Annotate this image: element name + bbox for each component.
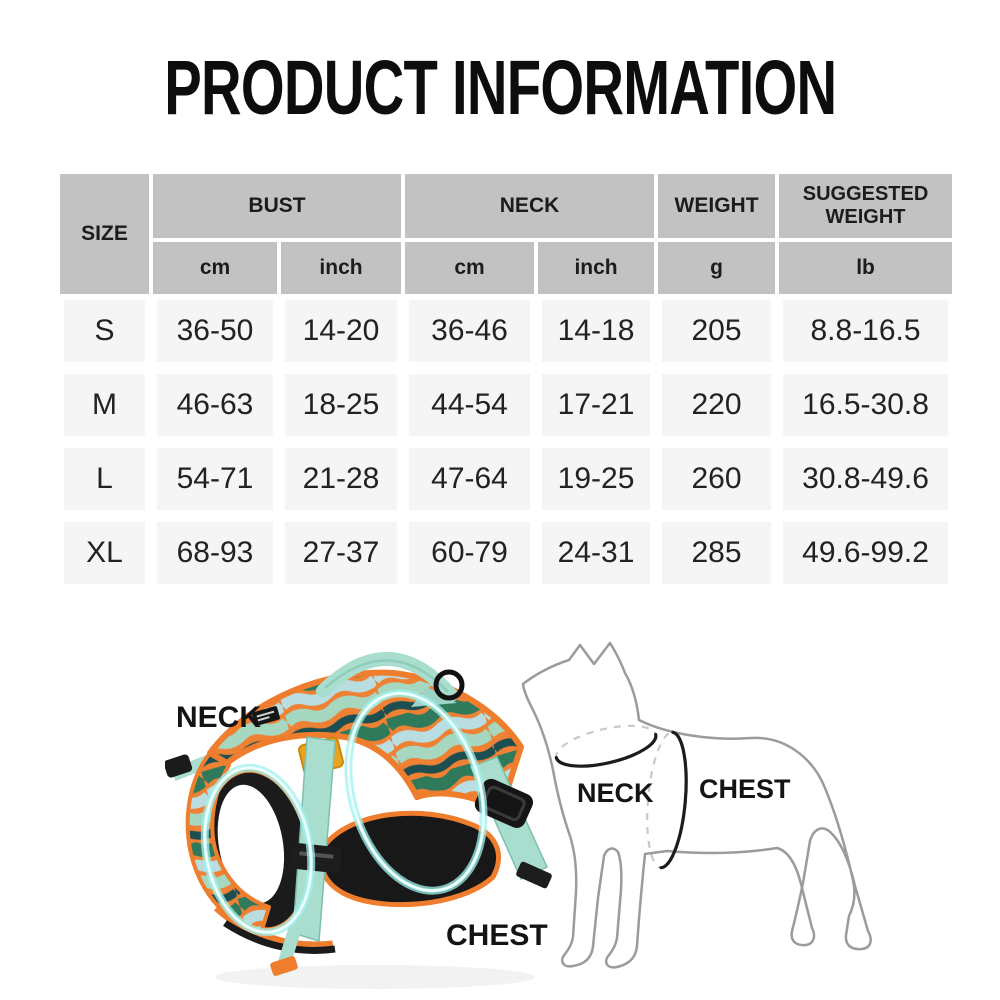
cell-bust-cm: 54-71 bbox=[145, 436, 285, 522]
cell-weight-g: 285 bbox=[650, 510, 784, 596]
cell-weight-g: 260 bbox=[650, 436, 784, 522]
dog-measurement-diagram bbox=[521, 641, 872, 969]
page-title: PRODUCT INFORMATION bbox=[163, 45, 837, 131]
column-header-suggested-weight: SUGGESTED WEIGHT bbox=[775, 170, 957, 242]
cell-neck-cm: 36-46 bbox=[397, 294, 543, 374]
cell-neck-inch: 19-25 bbox=[530, 436, 663, 522]
column-header-size: SIZE bbox=[56, 170, 153, 299]
table-row-xl: XL 68-93 27-37 60-79 24-31 285 49.6-99.2 bbox=[52, 510, 961, 596]
cell-size: L bbox=[52, 436, 157, 522]
cell-neck-inch: 14-18 bbox=[530, 294, 663, 374]
cell-size: XL bbox=[52, 510, 157, 596]
unit-bust-inch: inch bbox=[276, 238, 406, 299]
harness-product-image bbox=[165, 652, 552, 989]
cell-suggested-lb: 16.5-30.8 bbox=[771, 362, 961, 448]
cell-bust-inch: 27-37 bbox=[272, 510, 410, 596]
table-row-l: L 54-71 21-28 47-64 19-25 260 30.8-49.6 bbox=[52, 436, 961, 522]
cell-suggested-lb: 8.8-16.5 bbox=[771, 294, 961, 374]
dog-neck-ellipse bbox=[554, 724, 658, 768]
page-header: PRODUCT INFORMATION bbox=[0, 50, 1000, 127]
harness-chest-label: CHEST bbox=[446, 919, 548, 952]
table-row-m: M 46-63 18-25 44-54 17-21 220 16.5-30.8 bbox=[52, 362, 961, 448]
dog-chest-label: CHEST bbox=[699, 774, 791, 804]
cell-size: M bbox=[52, 362, 157, 448]
chest-glow-ellipse bbox=[344, 689, 488, 895]
harness-neck-label: NECK bbox=[176, 701, 262, 734]
table-row-s: S 36-50 14-20 36-46 14-18 205 8.8-16.5 bbox=[52, 294, 961, 374]
side-strap bbox=[469, 756, 552, 889]
harness-shadow bbox=[215, 965, 535, 989]
cell-bust-cm: 36-50 bbox=[145, 294, 285, 374]
brand-label bbox=[252, 706, 280, 726]
cell-size: S bbox=[52, 294, 157, 374]
front-strap bbox=[290, 736, 342, 942]
cell-neck-cm: 44-54 bbox=[397, 362, 543, 448]
neck-glow-ellipse bbox=[200, 763, 316, 937]
unit-bust-cm: cm bbox=[149, 238, 281, 299]
cell-bust-cm: 68-93 bbox=[145, 510, 285, 596]
cell-suggested-lb: 49.6-99.2 bbox=[771, 510, 961, 596]
unit-suggested-lb: lb bbox=[775, 238, 957, 299]
cell-bust-inch: 14-20 bbox=[272, 294, 410, 374]
dog-neck-label: NECK bbox=[577, 778, 654, 808]
cell-neck-cm: 60-79 bbox=[397, 510, 543, 596]
unit-weight-g: g bbox=[654, 238, 780, 299]
dog-chest-ellipse bbox=[646, 730, 688, 870]
cell-weight-g: 205 bbox=[650, 294, 784, 374]
column-header-bust: BUST bbox=[148, 170, 406, 242]
column-header-neck: NECK bbox=[401, 170, 659, 242]
cell-neck-inch: 17-21 bbox=[530, 362, 663, 448]
cell-bust-inch: 18-25 bbox=[272, 362, 410, 448]
dog-outline bbox=[521, 641, 872, 969]
size-chart-table: SIZE BUST NECK WEIGHT SUGGESTED WEIGHT c… bbox=[52, 170, 961, 596]
unit-neck-cm: cm bbox=[401, 238, 539, 299]
cell-bust-inch: 21-28 bbox=[272, 436, 410, 522]
cell-bust-cm: 46-63 bbox=[145, 362, 285, 448]
cell-neck-cm: 47-64 bbox=[397, 436, 543, 522]
column-header-weight: WEIGHT bbox=[654, 170, 780, 242]
unit-neck-inch: inch bbox=[534, 238, 659, 299]
cell-suggested-lb: 30.8-49.6 bbox=[771, 436, 961, 522]
buckle-icon bbox=[474, 778, 534, 828]
d-ring-icon bbox=[433, 669, 465, 701]
cell-weight-g: 220 bbox=[650, 362, 784, 448]
cell-neck-inch: 24-31 bbox=[530, 510, 663, 596]
